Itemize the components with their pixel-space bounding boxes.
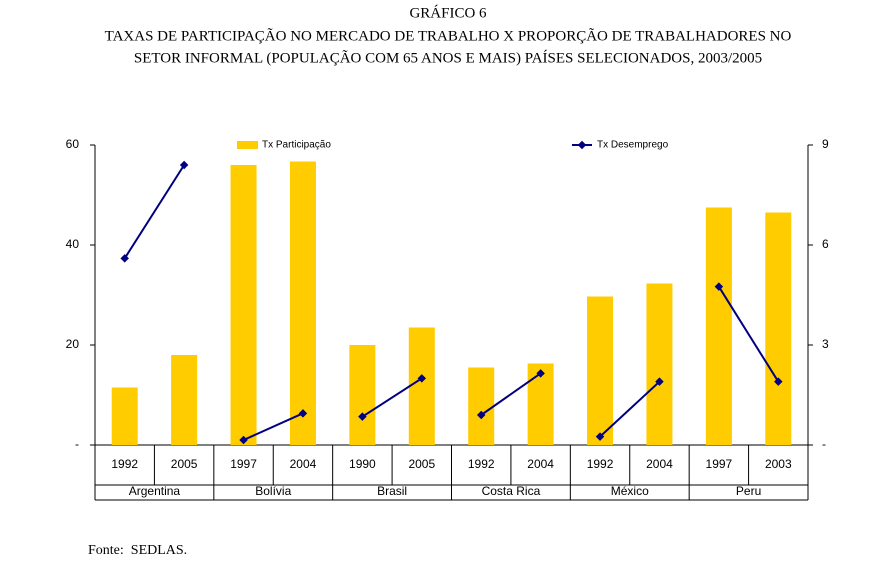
line-segment: [480, 372, 542, 416]
line-segment: [123, 164, 185, 259]
y2-tick-label: 6: [822, 237, 829, 251]
line-marker: [595, 432, 605, 441]
x-tick-label: 2005: [408, 457, 435, 471]
chart-subtitle: SETOR INFORMAL (POPULAÇÃO COM 65 ANOS E …: [134, 49, 762, 66]
group-label: Brasil: [377, 484, 407, 498]
bar: [646, 283, 673, 445]
x-tick-label: 1992: [111, 457, 138, 471]
y2-tick-label: -: [822, 437, 826, 451]
y2-tick-label: 9: [822, 137, 829, 151]
line-marker: [298, 409, 308, 418]
bar: [111, 387, 138, 445]
x-tick-label: 2005: [171, 457, 198, 471]
legend-label: Tx Desemprego: [597, 140, 669, 151]
line-marker: [536, 369, 545, 378]
line-segment: [599, 380, 661, 438]
bar: [587, 296, 614, 445]
y2-tick-label: 3: [822, 337, 829, 351]
x-tick-label: 1997: [706, 457, 733, 471]
legend-marker: [577, 140, 587, 150]
x-tick-label: 1992: [587, 457, 614, 471]
chart-subtitle: TAXAS DE PARTICIPAÇÃO NO MERCADO DE TRAB…: [105, 28, 792, 44]
x-tick-label: 2004: [646, 457, 673, 471]
y-tick-label: 60: [66, 137, 80, 151]
x-tick-label: 2004: [290, 457, 317, 471]
line-marker: [417, 374, 427, 383]
chart-title: GRÁFICO 6: [409, 4, 487, 21]
bar: [468, 367, 495, 445]
bar: [171, 355, 198, 445]
bar: [349, 345, 376, 445]
line-marker: [120, 254, 129, 263]
line-segment: [718, 286, 780, 383]
line-marker: [476, 410, 486, 420]
group-label: Costa Rica: [482, 484, 541, 498]
group-label: Bolívia: [255, 484, 291, 498]
y-tick-label: 40: [66, 237, 80, 251]
source: Fonte: SEDLAS.: [88, 543, 187, 558]
y-tick-label: 20: [66, 337, 80, 351]
bar: [408, 327, 435, 445]
bar: [705, 207, 732, 445]
line-marker: [714, 282, 724, 291]
y-tick-label: -: [75, 437, 79, 451]
legend-label: Tx Participação: [262, 140, 331, 151]
line-segment: [361, 377, 423, 418]
line-marker: [655, 377, 664, 386]
line-marker: [358, 412, 367, 421]
line-marker: [239, 435, 248, 445]
x-tick-label: 2003: [765, 457, 792, 471]
bar: [230, 165, 257, 445]
line-segment: [243, 412, 304, 441]
group-label: Argentina: [129, 484, 181, 498]
legend-swatch: [237, 141, 258, 149]
line-marker: [774, 377, 783, 386]
group-label: Peru: [736, 484, 761, 498]
x-tick-label: 2004: [527, 457, 554, 471]
group-label: México: [611, 484, 649, 498]
line-marker: [179, 160, 189, 170]
x-tick-label: 1990: [349, 457, 376, 471]
bar: [765, 212, 792, 445]
x-tick-label: 1997: [230, 457, 257, 471]
bar: [289, 161, 316, 445]
x-tick-label: 1992: [468, 457, 495, 471]
